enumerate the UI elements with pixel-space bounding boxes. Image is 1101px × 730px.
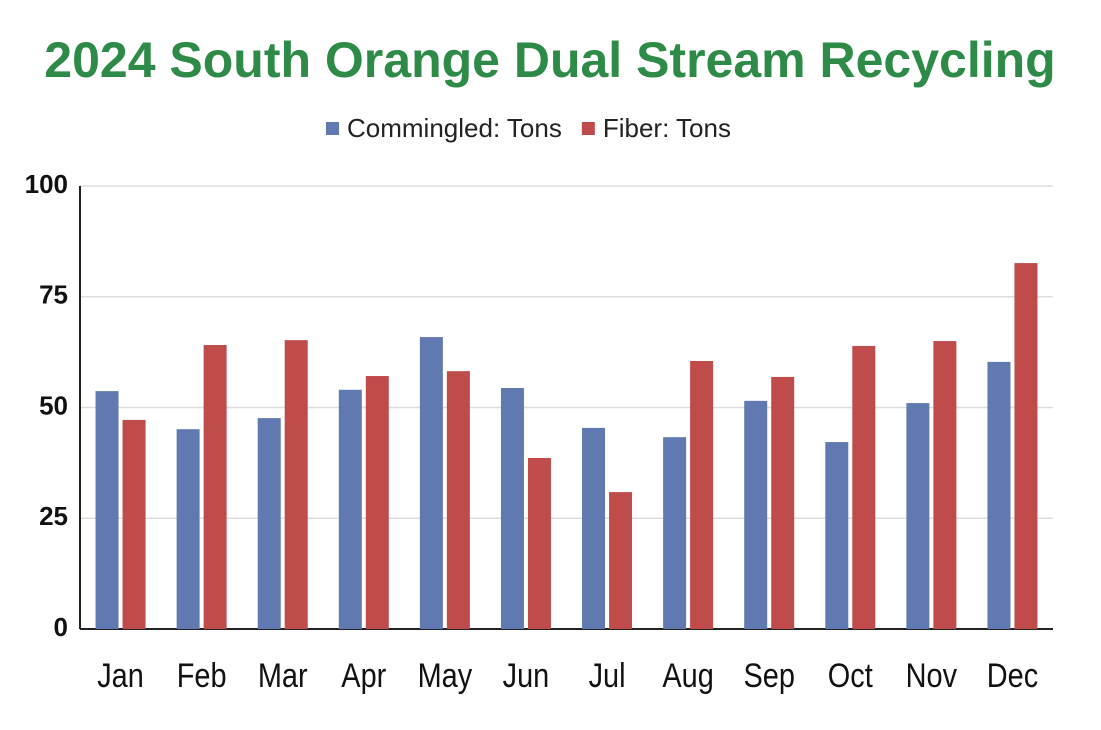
legend-swatch [326, 122, 339, 135]
bar [203, 345, 227, 629]
x-tick-label: Jun [503, 656, 550, 695]
bar [446, 371, 470, 629]
x-tick-label: Jul [589, 656, 626, 695]
chart-title: 2024 South Orange Dual Stream Recycling [44, 32, 1055, 88]
y-tick-label: 0 [54, 612, 68, 642]
x-tick-label: Feb [177, 656, 227, 695]
bar [95, 391, 119, 629]
bar [663, 437, 687, 629]
bar [771, 376, 795, 629]
y-tick-label: 25 [39, 501, 68, 531]
bar [176, 429, 200, 629]
bar [933, 341, 957, 629]
x-tick-label: Dec [987, 656, 1038, 695]
legend-label: Fiber: Tons [603, 113, 731, 143]
bar [338, 389, 362, 629]
x-tick-label: Sep [743, 656, 794, 695]
bar [419, 337, 443, 629]
bar [987, 361, 1011, 629]
x-tick-label: Oct [828, 656, 873, 695]
x-tick-label: May [418, 656, 473, 695]
bar [122, 419, 146, 629]
bar [527, 458, 551, 629]
legend-label: Commingled: Tons [347, 113, 562, 143]
x-tick-label: Apr [341, 656, 386, 695]
legend: Commingled: Tons Fiber: Tons [326, 113, 731, 143]
y-tick-label: 100 [25, 169, 68, 199]
bar [1014, 263, 1038, 629]
legend-swatch [581, 122, 595, 135]
bar [825, 442, 849, 629]
bar [609, 492, 633, 629]
bar [284, 340, 308, 629]
bar [257, 418, 281, 629]
bar [690, 360, 714, 629]
x-tick-label: Mar [258, 656, 308, 695]
x-tick-label: Nov [906, 656, 958, 695]
x-tick-label: Jan [97, 656, 144, 695]
bar [365, 376, 389, 629]
bar [582, 427, 606, 629]
x-tick-label: Aug [662, 656, 713, 695]
y-tick-label: 75 [39, 280, 68, 310]
bar [500, 388, 524, 629]
bar [906, 403, 930, 629]
bar [744, 400, 768, 629]
bar [852, 345, 876, 629]
y-tick-label: 50 [39, 390, 68, 420]
